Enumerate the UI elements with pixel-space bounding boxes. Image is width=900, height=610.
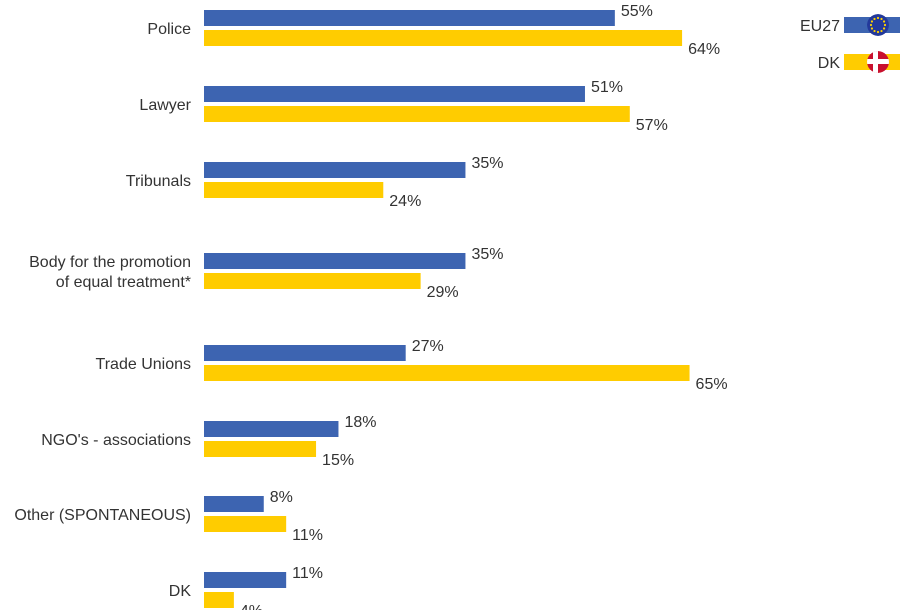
bar-eu27: [204, 421, 339, 437]
denmark-flag-icon: [867, 51, 889, 73]
value-label-eu27: 18%: [344, 414, 376, 431]
category-label: Police: [147, 21, 191, 38]
bar-eu27: [204, 86, 585, 102]
bar-dk: [204, 592, 234, 608]
value-label-dk: 57%: [636, 117, 668, 134]
value-label-dk: 29%: [427, 284, 459, 301]
bar-dk: [204, 182, 384, 198]
bars-group: Police 55% 64% Lawyer 51% 57% Tribunals 35% 24% B…: [14, 3, 727, 610]
category-label: Other (SPONTANEOUS): [14, 507, 191, 524]
value-label-eu27: 27%: [412, 338, 444, 355]
value-label-eu27: 11%: [292, 565, 323, 582]
category-label: Lawyer: [139, 97, 191, 114]
category-label: DK: [169, 583, 192, 600]
category-label: Tribunals: [126, 173, 191, 190]
value-label-dk: 4%: [240, 603, 263, 610]
bar-dk: [204, 30, 683, 46]
value-label-dk: 24%: [389, 193, 421, 210]
bar-eu27: [204, 345, 406, 361]
category-label: Body for the promotion of equal treatment…: [29, 254, 191, 291]
value-label-eu27: 51%: [591, 79, 623, 96]
value-label-dk: 15%: [322, 452, 354, 469]
bar-dk: [204, 441, 317, 457]
bar-eu27: [204, 572, 287, 588]
value-label-eu27: 35%: [471, 155, 503, 172]
bar-eu27: [204, 253, 466, 269]
bar-dk: [204, 516, 287, 532]
value-label-dk: 11%: [292, 527, 323, 544]
category-label: Trade Unions: [96, 356, 191, 373]
legend-label-eu27: EU27: [800, 18, 840, 35]
bar-eu27: [204, 10, 615, 26]
eu-flag-icon: [867, 14, 889, 36]
value-label-eu27: 35%: [471, 246, 503, 263]
bar-eu27: [204, 496, 264, 512]
bar-dk: [204, 365, 690, 381]
value-label-eu27: 55%: [621, 3, 653, 20]
value-label-dk: 65%: [696, 376, 728, 393]
value-label-eu27: 8%: [270, 489, 293, 506]
bar-eu27: [204, 162, 466, 178]
category-label: NGO's - associations: [41, 432, 191, 449]
bar-dk: [204, 106, 630, 122]
value-label-dk: 64%: [688, 41, 720, 58]
bar-dk: [204, 273, 421, 289]
legend-label-dk: DK: [818, 55, 841, 72]
legend: EU27 DK: [800, 14, 900, 73]
